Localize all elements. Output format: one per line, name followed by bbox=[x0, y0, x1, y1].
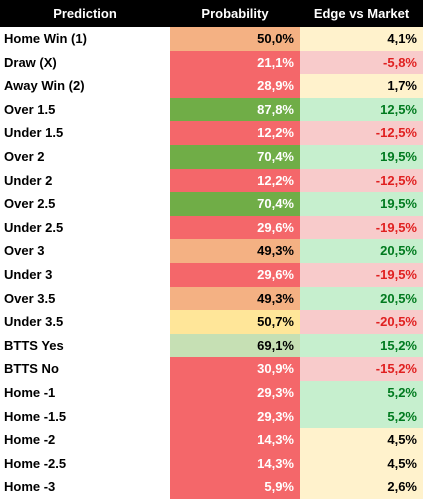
table-cell: 20,5% bbox=[300, 286, 423, 311]
row-label: Under 2.5 bbox=[0, 215, 170, 240]
table-cell: 49,3% bbox=[170, 239, 300, 263]
table-cell: 21,1% bbox=[170, 50, 300, 75]
table-cell: 50,0% bbox=[170, 27, 300, 51]
row-label: Home Win (1) bbox=[0, 27, 170, 51]
table-cell: 1,7% bbox=[300, 74, 423, 98]
table-cell: -5,8% bbox=[300, 50, 423, 75]
table-cell: 20,5% bbox=[300, 239, 423, 263]
row-label: Home -1 bbox=[0, 380, 170, 405]
table-cell: -12,5% bbox=[300, 121, 423, 145]
table-row: Home Win (1) 50,0% 4,1% bbox=[0, 27, 423, 51]
table-cell: -12,5% bbox=[300, 168, 423, 193]
row-label: Over 3 bbox=[0, 239, 170, 263]
table-row: Home -2.5 14,3% 4,5% bbox=[0, 451, 423, 476]
row-label: Away Win (2) bbox=[0, 74, 170, 98]
table-cell: 70,4% bbox=[170, 144, 300, 169]
row-label: Home -2 bbox=[0, 428, 170, 452]
table-row: Over 3 49,3% 20,5% bbox=[0, 239, 423, 263]
table-cell: 70,4% bbox=[170, 192, 300, 216]
table-row: Over 3.5 49,3% 20,5% bbox=[0, 286, 423, 311]
table-cell: 28,9% bbox=[170, 74, 300, 98]
row-label: Under 2 bbox=[0, 168, 170, 193]
table-cell: 69,1% bbox=[170, 333, 300, 358]
table-row: Home -2 14,3% 4,5% bbox=[0, 428, 423, 452]
row-label: Over 2.5 bbox=[0, 192, 170, 216]
row-label: Over 3.5 bbox=[0, 286, 170, 311]
table-cell: 29,6% bbox=[170, 262, 300, 287]
row-label: Home -3 bbox=[0, 475, 170, 499]
table-cell: 29,6% bbox=[170, 215, 300, 240]
table-row: Under 2.5 29,6% -19,5% bbox=[0, 215, 423, 240]
row-label: Under 3 bbox=[0, 262, 170, 287]
table-cell: 14,3% bbox=[170, 428, 300, 452]
table-cell: -19,5% bbox=[300, 215, 423, 240]
table-row: Away Win (2) 28,9% 1,7% bbox=[0, 74, 423, 98]
table: Prediction Probability Edge vs Market Ho… bbox=[0, 0, 423, 499]
table-cell: 29,3% bbox=[170, 380, 300, 405]
table-row: BTTS No 30,9% -15,2% bbox=[0, 357, 423, 381]
table-row: Over 1.5 87,8% 12,5% bbox=[0, 97, 423, 122]
table-cell: 19,5% bbox=[300, 144, 423, 169]
table-cell: 49,3% bbox=[170, 286, 300, 311]
table-row: Under 3 29,6% -19,5% bbox=[0, 262, 423, 287]
table-cell: 4,5% bbox=[300, 428, 423, 452]
table-cell: 4,1% bbox=[300, 27, 423, 51]
table-row: Over 2 70,4% 19,5% bbox=[0, 144, 423, 169]
row-label: Home -2.5 bbox=[0, 451, 170, 476]
table-cell: 87,8% bbox=[170, 97, 300, 122]
table-cell: 12,2% bbox=[170, 168, 300, 193]
table-cell: 5,9% bbox=[170, 475, 300, 499]
table-cell: 5,2% bbox=[300, 380, 423, 405]
table-row: Under 3.5 50,7% -20,5% bbox=[0, 310, 423, 334]
header-cell: Probability bbox=[201, 6, 269, 21]
table-cell: -15,2% bbox=[300, 357, 423, 381]
table-cell: 5,2% bbox=[300, 404, 423, 429]
table-cell: 15,2% bbox=[300, 333, 423, 358]
row-label: Under 1.5 bbox=[0, 121, 170, 145]
table-cell: 4,5% bbox=[300, 451, 423, 476]
table-cell: 29,3% bbox=[170, 404, 300, 429]
row-label: BTTS No bbox=[0, 357, 170, 381]
row-label: Home -1.5 bbox=[0, 404, 170, 429]
table-row: Home -1.5 29,3% 5,2% bbox=[0, 404, 423, 429]
table-row: Home -1 29,3% 5,2% bbox=[0, 380, 423, 405]
table-row: Over 2.5 70,4% 19,5% bbox=[0, 192, 423, 216]
table-cell: -20,5% bbox=[300, 310, 423, 334]
header-cell: Edge vs Market bbox=[313, 6, 410, 21]
row-label: BTTS Yes bbox=[0, 333, 170, 358]
table-cell: 14,3% bbox=[170, 451, 300, 476]
table-cell: 19,5% bbox=[300, 192, 423, 216]
row-label: Draw (X) bbox=[0, 50, 170, 75]
header-cell: Prediction bbox=[53, 6, 117, 21]
row-label: Over 2 bbox=[0, 144, 170, 169]
table-row: BTTS Yes 69,1% 15,2% bbox=[0, 333, 423, 358]
table-cell: 12,5% bbox=[300, 97, 423, 122]
table-cell: 50,7% bbox=[170, 310, 300, 334]
table-cell: -19,5% bbox=[300, 262, 423, 287]
row-label: Over 1.5 bbox=[0, 97, 170, 122]
table-row: Home -3 5,9% 2,6% bbox=[0, 475, 423, 499]
header-row: Prediction Probability Edge vs Market bbox=[0, 0, 423, 27]
table-row: Under 1.5 12,2% -12,5% bbox=[0, 121, 423, 145]
table-row: Draw (X) 21,1% -5,8% bbox=[0, 50, 423, 75]
table-row: Under 2 12,2% -12,5% bbox=[0, 168, 423, 193]
table-cell: 2,6% bbox=[300, 475, 423, 499]
table-cell: 12,2% bbox=[170, 121, 300, 145]
table-cell: 30,9% bbox=[170, 357, 300, 381]
row-label: Under 3.5 bbox=[0, 310, 170, 334]
